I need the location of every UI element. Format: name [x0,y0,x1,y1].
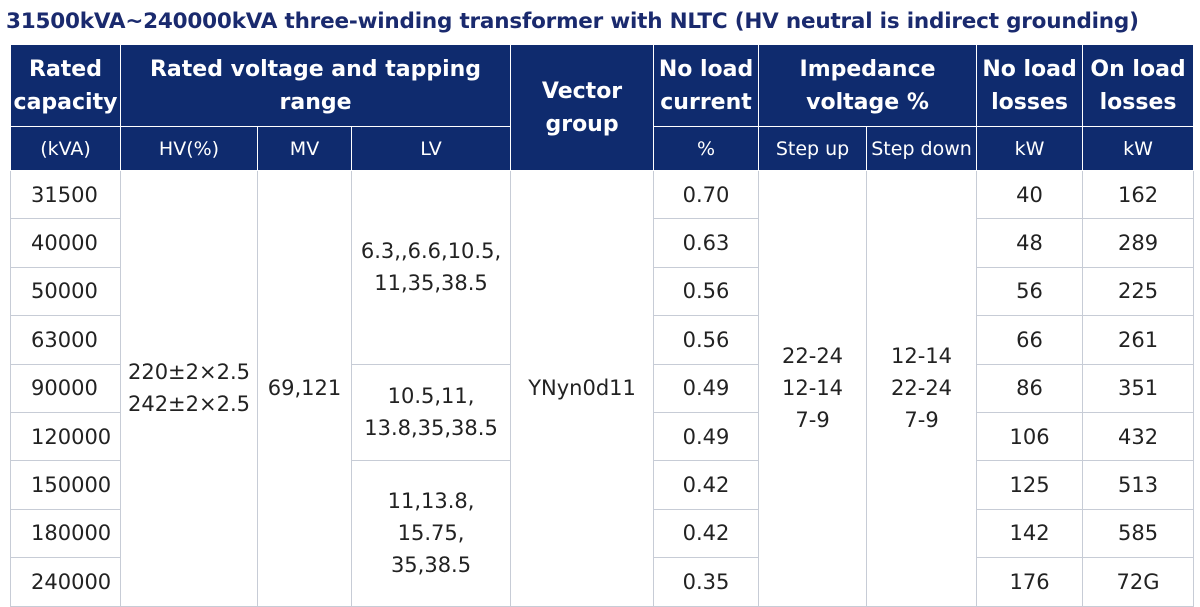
unit-mv: MV [257,126,352,171]
unit-current: % [653,126,760,171]
lv-line: 10.5,11, [387,384,475,409]
no-load-losses-cell: 142 [976,508,1084,559]
lv-group-cell: 10.5,11, 13.8,35,38.5 [350,363,512,462]
transformer-spec-table: Rated capacity Rated voltage and tapping… [10,44,1195,607]
step-up-line: 12-14 [782,376,844,401]
current-cell: 0.42 [653,460,760,510]
capacity-cell: 150000 [10,460,121,510]
header-vector-group: Vector group [510,44,655,171]
table-row: 180000 0.42 142 585 [10,508,1195,559]
table-row: 150000 11,13.8, 15.75, 35,38.5 0.42 125 … [10,460,1195,607]
capacity-cell: 120000 [10,411,121,462]
table-row: 90000 10.5,11, 13.8,35,38.5 0.49 86 351 [10,363,1195,462]
unit-on-load-losses: kW [1082,126,1195,171]
header-impedance-voltage: Impedance voltage % [758,44,978,127]
step-down-line: 12-14 [891,344,953,369]
unit-lv: LV [350,126,512,171]
header-no-load-current: No load current [653,44,760,127]
capacity-cell: 90000 [10,363,121,413]
no-load-losses-cell: 40 [976,169,1084,220]
no-load-losses-cell: 125 [976,460,1084,510]
on-load-losses-cell: 162 [1082,169,1195,220]
unit-step-down: Step down [866,126,978,171]
current-cell: 0.56 [653,266,760,317]
no-load-losses-cell: 48 [976,218,1084,268]
on-load-losses-cell: 72G [1082,557,1195,607]
on-load-losses-cell: 585 [1082,508,1195,559]
on-load-losses-cell: 225 [1082,266,1195,317]
table-row: 31500 220±2×2.5 242±2×2.5 69,121 6.3,,6.… [10,169,1195,607]
lv-group-cell: 11,13.8, 15.75, 35,38.5 [350,460,512,607]
header-rated-capacity: Rated capacity [10,44,121,127]
current-cell: 0.56 [653,315,760,365]
no-load-losses-cell: 86 [976,363,1084,413]
page-title: 31500kVA~240000kVA three-winding transfo… [6,9,1139,34]
step-up-line: 7-9 [795,408,830,433]
on-load-losses-cell: 432 [1082,411,1195,462]
lv-line: 15.75, [397,521,465,546]
capacity-cell: 50000 [10,266,121,317]
no-load-losses-cell: 66 [976,315,1084,365]
lv-line: 6.3,,6.6,10.5, [360,239,502,264]
on-load-losses-cell: 351 [1082,363,1195,413]
unit-no-load-losses: kW [976,126,1084,171]
unit-step-up: Step up [758,126,868,171]
no-load-losses-cell: 56 [976,266,1084,317]
current-cell: 0.63 [653,218,760,268]
unit-hv: HV(%) [120,126,258,171]
hv-range-line: 242±2×2.5 [127,392,251,417]
lv-line: 13.8,35,38.5 [364,416,498,441]
table-row: 63000 0.56 66 261 [10,315,1195,365]
header-no-load-losses: No load losses [976,44,1084,127]
capacity-cell: 40000 [10,218,121,268]
current-cell: 0.49 [653,411,760,462]
on-load-losses-cell: 513 [1082,460,1195,510]
step-down-line: 22-24 [891,376,953,401]
mv-cell: 69,121 [257,170,352,607]
table-row: 120000 0.49 106 432 [10,411,1195,462]
on-load-losses-cell: 261 [1082,315,1195,365]
capacity-cell: 63000 [10,315,121,365]
unit-capacity: (kVA) [10,126,121,171]
no-load-losses-cell: 106 [976,411,1084,462]
table-row: 240000 0.35 176 72G [10,557,1195,607]
capacity-cell: 240000 [10,557,121,607]
on-load-losses-cell: 289 [1082,218,1195,268]
capacity-cell: 31500 [10,169,121,220]
hv-range-cell: 220±2×2.5 242±2×2.5 [120,170,258,607]
lv-line: 35,38.5 [390,553,472,578]
current-cell: 0.49 [653,363,760,413]
header-rated-voltage: Rated voltage and tapping range [119,44,512,127]
current-cell: 0.70 [653,169,760,220]
lv-group-cell: 6.3,,6.6,10.5, 11,35,38.5 [350,170,512,365]
lv-line: 11,35,38.5 [374,271,488,296]
hv-range-line: 220±2×2.5 [127,360,251,385]
no-load-losses-cell: 176 [976,557,1084,607]
step-down-line: 7-9 [904,408,939,433]
header-on-load-losses: On load losses [1082,44,1195,127]
step-up-line: 22-24 [782,344,844,369]
capacity-cell: 180000 [10,508,121,559]
lv-line: 11,13.8, [387,489,475,514]
step-down-cell: 12-14 22-24 7-9 [866,170,978,607]
vector-group-cell: YNyn0d11 [510,170,655,607]
current-cell: 0.35 [653,557,760,607]
current-cell: 0.42 [653,508,760,559]
step-up-cell: 22-24 12-14 7-9 [758,170,868,607]
